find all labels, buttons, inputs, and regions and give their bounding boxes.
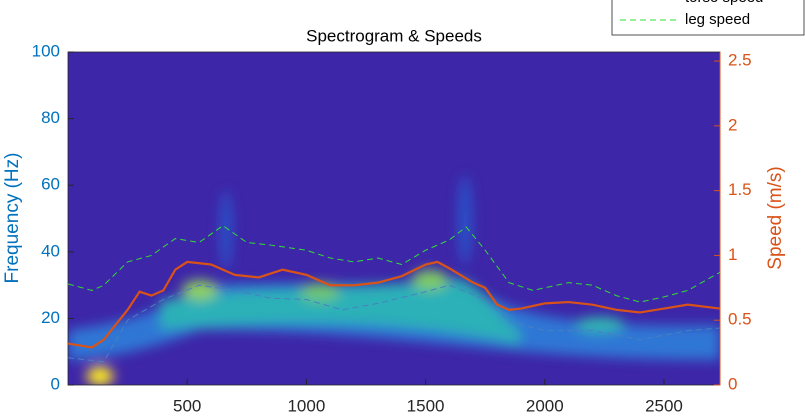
legend-label: torso speed	[685, 0, 763, 6]
y-tick-label: 80	[41, 108, 60, 127]
y-tick-label: 60	[41, 175, 60, 194]
speed-line	[68, 284, 720, 363]
series-layer	[68, 225, 720, 363]
y-tick-label: 20	[41, 308, 60, 327]
y2-tick-label: 2	[728, 115, 737, 134]
y2-tick-label: 1.5	[728, 180, 752, 199]
y2-tick-label: 0.5	[728, 310, 752, 329]
y2-tick-label: 0	[728, 374, 737, 393]
y-tick-label: 40	[41, 241, 60, 260]
x-tick-label: 2500	[645, 396, 683, 415]
y2-tick-label: 2.5	[728, 51, 752, 70]
x-tick-label: 1000	[287, 396, 325, 415]
x-tick-label: 500	[173, 396, 201, 415]
y-axis-label: Frequency (Hz)	[2, 153, 23, 284]
x-tick-label: 2000	[526, 396, 564, 415]
y-tick-label: 100	[32, 41, 60, 60]
legend-box	[611, 0, 805, 36]
y2-axis-label: Speed (m/s)	[765, 166, 786, 269]
y2-tick-label: 1	[728, 245, 737, 264]
speed-line	[68, 225, 720, 303]
spectrogram	[68, 52, 720, 385]
x-tick-label: 1500	[407, 396, 445, 415]
speed-line	[68, 260, 720, 349]
legend-label: leg speed	[685, 11, 750, 28]
chart-title: Spectrogram & Speeds	[306, 26, 482, 45]
y-tick-label: 0	[51, 374, 60, 393]
